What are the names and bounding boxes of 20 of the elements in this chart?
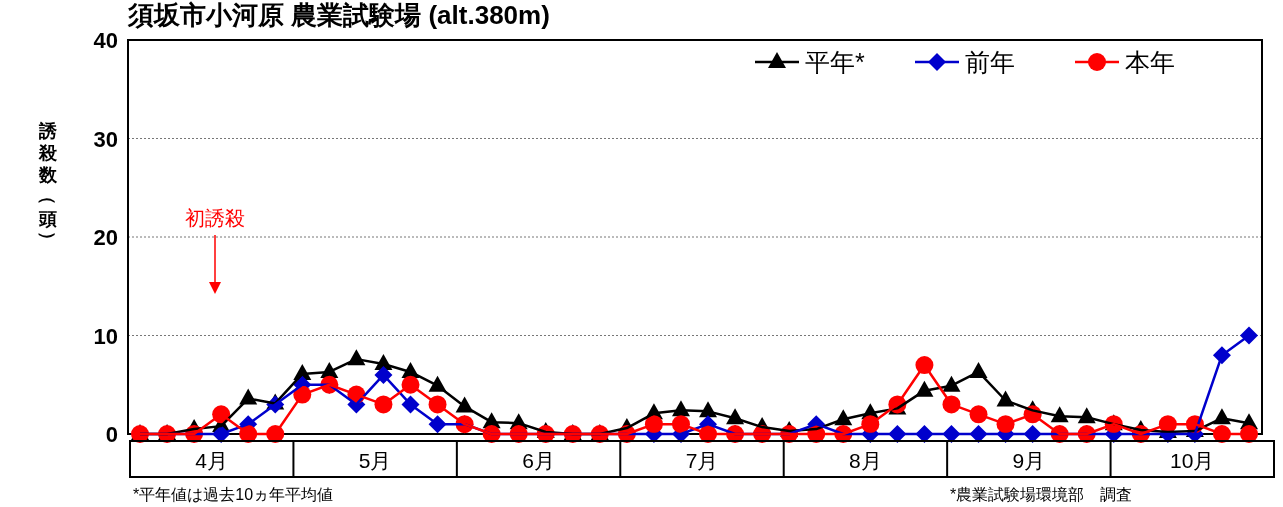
text: 6月 <box>522 449 555 472</box>
legend-label: 前年 <box>965 48 1015 76</box>
y-tick-label: 30 <box>93 126 118 152</box>
annotation: 初誘殺 <box>185 207 245 229</box>
y-tick-label: 40 <box>93 28 118 53</box>
text: 9月 <box>1012 449 1046 472</box>
text: *農業試験場環境部 調査 <box>950 486 1133 503</box>
text: 7月 <box>685 449 719 472</box>
text: *平年値は過去10ヵ年平均値 <box>133 486 334 503</box>
chart-title: 須坂市小河原 農業試験場 (alt.380m) <box>127 0 550 30</box>
y-tick-label: 0 <box>105 422 118 447</box>
text: 4月 <box>195 449 229 472</box>
text: 8月 <box>849 449 882 472</box>
text: 5月 <box>358 449 392 472</box>
y-axis-title: 誘殺数（頭） <box>38 121 58 249</box>
legend-label: 本年 <box>1125 48 1175 76</box>
legend-label: 平年* <box>805 48 865 76</box>
text: 10月 <box>1170 449 1215 472</box>
y-tick-label: 20 <box>93 225 118 250</box>
y-tick-label: 10 <box>93 323 118 349</box>
